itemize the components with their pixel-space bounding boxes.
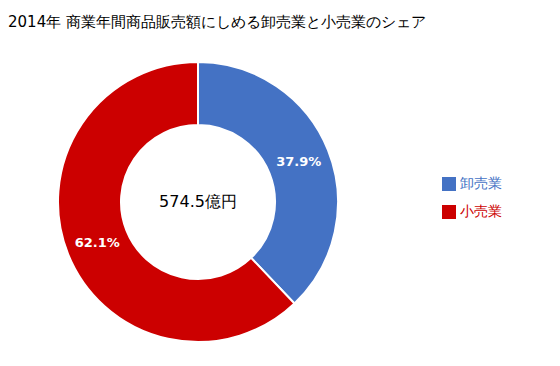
html-text:2014年 商業年間商品販売額にしめる卸売業と小売業のシェア: 2014年 商業年間商品販売額にしめる卸売業と小売業のシェア (8, 13, 426, 31)
html-text:卸売業: 卸売業 (460, 175, 502, 191)
svg-text:37.9%: 37.9% (276, 154, 321, 169)
svg-text:62.1%: 62.1% (75, 235, 120, 250)
html-text:574.5億円: 574.5億円 (159, 192, 237, 211)
html-text:小売業: 小売業 (460, 203, 502, 219)
